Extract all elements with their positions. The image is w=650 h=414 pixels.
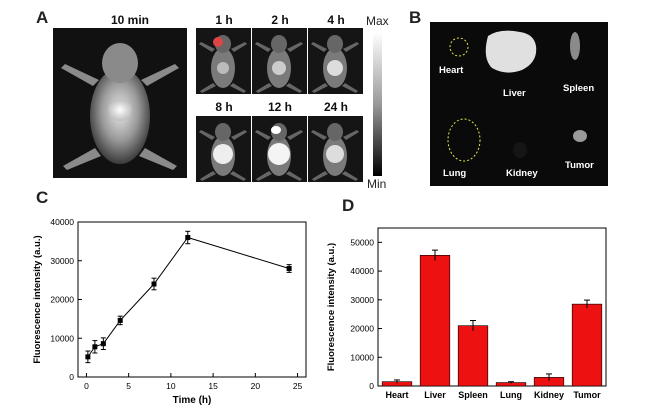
- plot-frame-d: [377, 227, 607, 387]
- y-tick-label-d: 20000: [350, 324, 374, 334]
- organ-label-tumor: Tumor: [565, 160, 594, 171]
- x-tick-label-c: 10: [166, 381, 176, 391]
- time-label-10min: 10 min: [110, 13, 149, 27]
- bar-spleen: [457, 325, 489, 387]
- colorbar-min-label: Min: [367, 177, 387, 191]
- data-point-c: [151, 281, 157, 287]
- intensity-colorbar: [373, 32, 382, 176]
- bar-liver: [419, 254, 451, 387]
- y-tick-label-d: 0: [369, 381, 374, 391]
- panel-label-a: A: [36, 8, 49, 27]
- x-tick-label-d: Liver: [424, 390, 446, 400]
- time-label-1h: 1 h: [215, 13, 233, 27]
- x-tick-label-d: Heart: [385, 390, 408, 400]
- series-line-c: [87, 236, 290, 358]
- mouse-image-2h: [252, 28, 307, 94]
- panel-label-b: B: [409, 8, 422, 27]
- mouse-image-10min: [53, 28, 187, 178]
- data-point-c: [100, 341, 106, 347]
- line-chart-c: 0 10000 20000 30000 40000 0 5 10 15 20 25 Time (h) F…: [32, 217, 307, 406]
- mouse-image-4h: [308, 28, 363, 94]
- data-point-c: [185, 235, 191, 240]
- y-tick-label-d: 30000: [350, 295, 374, 305]
- organ-image: [430, 22, 608, 186]
- x-tick-label-d: Lung: [500, 390, 522, 400]
- data-point-c: [286, 266, 292, 271]
- data-point-c: [117, 317, 123, 323]
- x-tick-label-d: Spleen: [458, 390, 488, 400]
- panel-label-c: C: [36, 188, 49, 207]
- y-tick-label-c: 10000: [50, 333, 74, 343]
- time-label-24h: 24 h: [323, 100, 348, 114]
- x-tick-label-c: 25: [293, 381, 303, 391]
- data-point-c: [85, 354, 91, 360]
- y-tick-label-d: 50000: [350, 237, 374, 247]
- x-tick-label-c: 20: [251, 381, 261, 391]
- y-tick-label-c: 20000: [50, 295, 74, 305]
- x-tick-label-d: Tumor: [573, 390, 601, 400]
- x-tick-label-c: 0: [84, 381, 89, 391]
- time-label-2h: 2 h: [271, 13, 289, 27]
- y-tick-label-d: 40000: [350, 266, 374, 276]
- organ-label-kidney: Kidney: [506, 168, 538, 179]
- y-tick-label-c: 40000: [50, 217, 74, 227]
- x-tick-label-c: 15: [208, 381, 218, 391]
- plot-frame-c: [77, 221, 307, 378]
- y-axis-title-c: Fluorescence intensity (a.u.): [32, 235, 43, 363]
- time-label-4h: 4 h: [327, 13, 345, 27]
- organ-label-heart: Heart: [439, 65, 464, 76]
- y-tick-label-c: 0: [69, 372, 74, 382]
- time-label-8h: 8 h: [215, 100, 233, 114]
- bar-tumor: [571, 303, 603, 387]
- panel-label-d: D: [342, 196, 355, 215]
- y-tick-label-d: 10000: [350, 352, 374, 362]
- y-axis-title-d: Fluorescence intensity (a.u.): [326, 243, 337, 371]
- y-tick-label-c: 30000: [50, 256, 74, 266]
- organ-label-liver: Liver: [503, 88, 526, 99]
- bar-chart-d: 0 10000 20000 30000 40000 50000 Heart Liver Sple…: [326, 227, 607, 400]
- x-tick-label-d: Kidney: [534, 390, 564, 400]
- data-point-c: [92, 344, 98, 350]
- x-axis-title-c: Time (h): [173, 395, 212, 406]
- colorbar-max-label: Max: [366, 14, 389, 28]
- mouse-image-12h: [252, 116, 307, 182]
- mouse-image-8h: [196, 116, 251, 182]
- mouse-image-1h: [196, 28, 251, 94]
- organ-label-spleen: Spleen: [563, 83, 595, 94]
- organ-label-lung: Lung: [443, 168, 467, 179]
- time-label-12h: 12 h: [267, 100, 292, 114]
- mouse-image-24h: [308, 116, 363, 182]
- x-tick-label-c: 5: [126, 381, 131, 391]
